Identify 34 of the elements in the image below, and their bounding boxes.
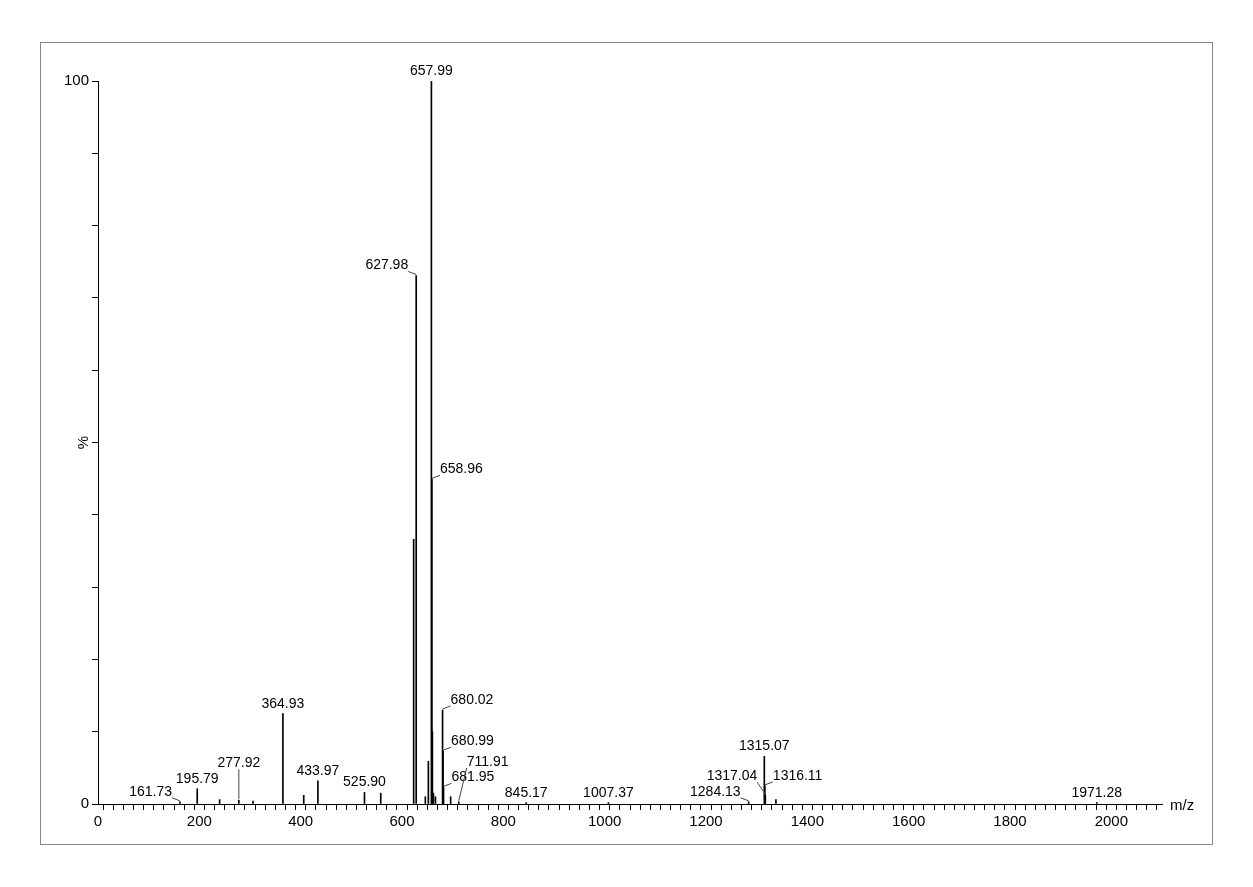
x-axis-title: m/z — [1170, 796, 1195, 814]
x-tick-label: 1000 — [587, 812, 622, 830]
x-tick-label: 2000 — [1094, 812, 1129, 830]
annotation: 681.95 — [451, 768, 495, 785]
x-tick-label: 0 — [93, 812, 103, 830]
annotation: 658.96 — [439, 460, 483, 477]
x-tick-label: 400 — [288, 812, 314, 830]
x-tick-label: 600 — [389, 812, 415, 830]
annotation: 657.99 — [409, 62, 454, 78]
annotation: 433.97 — [296, 761, 340, 778]
annotation: 195.79 — [175, 769, 219, 786]
x-tick-label: 1800 — [993, 812, 1027, 830]
x-tick-label: 1600 — [891, 812, 926, 830]
annotation: 711.91 — [466, 752, 509, 769]
annotation: 1315.07 — [739, 737, 790, 754]
annotation: 1316.11 — [772, 766, 823, 783]
annotation: 161.73 — [129, 782, 173, 799]
annotation: 364.93 — [261, 694, 305, 711]
annotation: 680.02 — [450, 691, 494, 708]
x-tick-label: 200 — [186, 812, 212, 830]
annotation: 525.90 — [343, 773, 387, 790]
annotation: 680.99 — [451, 732, 495, 749]
annotation: 1284.13 — [690, 782, 741, 799]
x-tick-label: 800 — [490, 812, 516, 830]
annotation: 1317.04 — [706, 767, 758, 784]
y-tick-label: 100 — [64, 71, 90, 89]
annotation: 845.17 — [504, 783, 548, 800]
annotation: 1971.28 — [1071, 783, 1123, 800]
annotation: 627.98 — [365, 256, 409, 273]
x-tick-label: 1200 — [689, 812, 723, 830]
annotation: 277.92 — [217, 754, 261, 771]
x-tick-label: 1400 — [790, 812, 825, 830]
annotation: 1007.37 — [583, 783, 634, 800]
y-axis-title: % — [74, 435, 92, 450]
